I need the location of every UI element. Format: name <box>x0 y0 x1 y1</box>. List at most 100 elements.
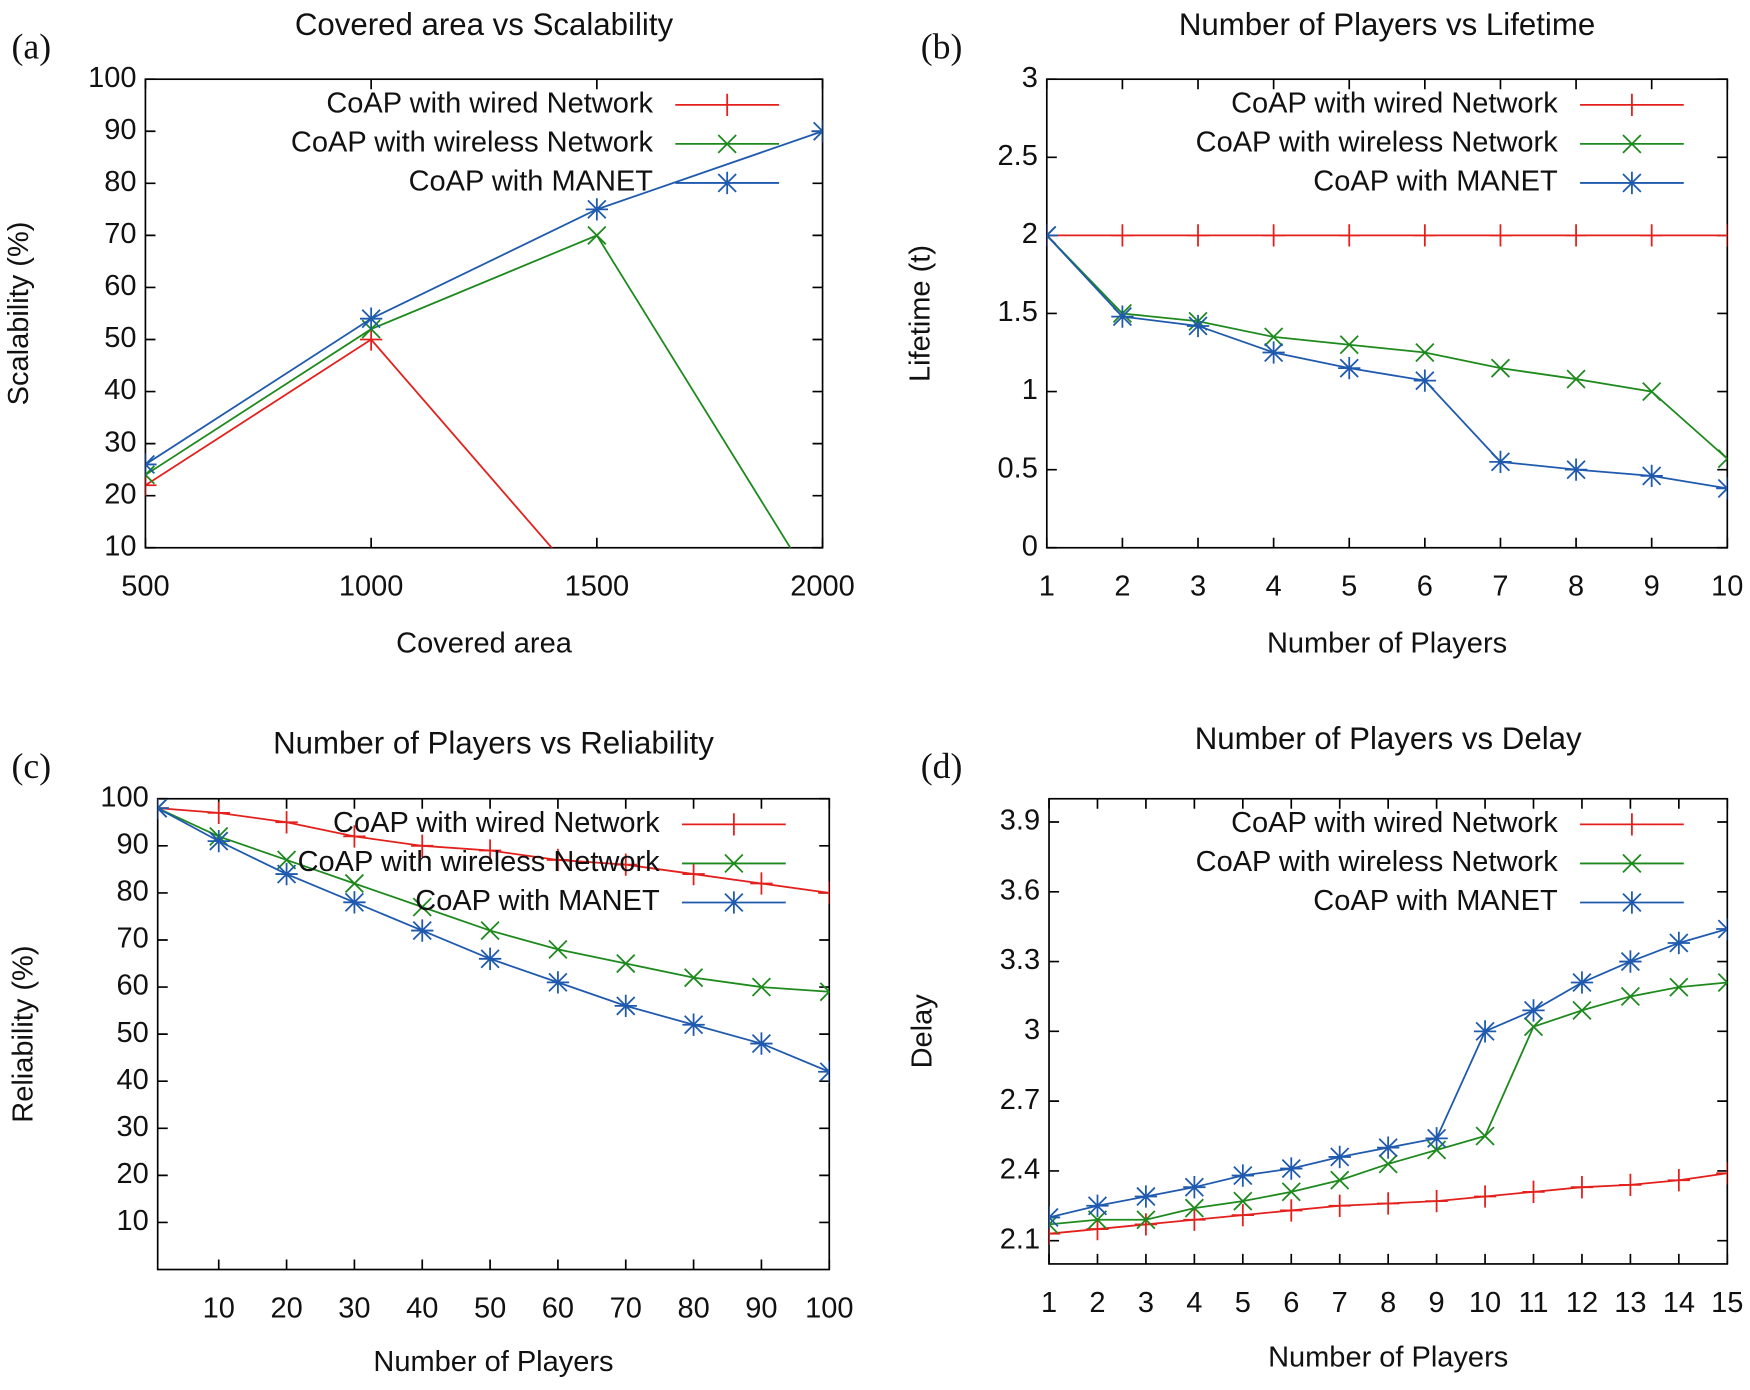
legend-swatch <box>682 853 786 874</box>
x-tick-label: 7 <box>1492 571 1508 603</box>
legend-entry: CoAP with wireless Network <box>1196 127 1684 159</box>
chart-panel: (c) Number of Players vs Reliability Numbe… <box>8 725 854 1377</box>
data-point <box>1377 1192 1400 1215</box>
x-tick-label: 3 <box>1138 1287 1154 1319</box>
legend-entry: CoAP with wireless Network <box>291 127 780 159</box>
data-point <box>1330 1170 1350 1190</box>
x-tick-label: 4 <box>1186 1287 1202 1319</box>
legend-label: CoAP with wireless Network <box>1196 127 1559 159</box>
x-tick-label: 10 <box>1711 571 1743 603</box>
data-point <box>1184 1198 1204 1218</box>
data-point <box>1186 314 1210 338</box>
y-tick-label: 80 <box>104 166 136 198</box>
chart-panel: (a) Covered area vs Scalability Covered ar… <box>3 7 855 659</box>
x-tick-label: 50 <box>474 1292 506 1324</box>
chart-title: Covered area vs Scalability <box>295 7 674 42</box>
data-point <box>1473 1185 1497 1208</box>
y-tick-label: 100 <box>100 781 148 813</box>
series-line <box>145 234 792 548</box>
x-tick-label: 500 <box>121 571 169 603</box>
data-point <box>1522 999 1545 1022</box>
y-tick-label: 90 <box>116 828 148 860</box>
x-tick-label: 1500 <box>565 571 630 603</box>
legend-swatch <box>1580 891 1684 914</box>
data-point <box>412 897 432 917</box>
legend-label: CoAP with wireless Network <box>298 846 661 878</box>
plot-frame <box>144 78 824 549</box>
data-point <box>684 968 704 988</box>
chart-title: Number of Players vs Delay <box>1195 721 1582 756</box>
data-point <box>207 829 230 853</box>
chart-panel: (d) Number of Players vs Delay Number of P… <box>907 721 1744 1373</box>
legend-label: CoAP with wired Network <box>326 88 653 120</box>
data-point <box>1490 358 1511 378</box>
data-point <box>1489 450 1512 474</box>
data-point <box>682 1013 705 1036</box>
y-axis-label: Reliability (%) <box>8 946 40 1123</box>
data-point <box>1046 224 1058 247</box>
panel-label: (d) <box>921 746 963 786</box>
data-point <box>751 977 771 997</box>
data-point <box>1186 224 1210 247</box>
y-tick-label: 1.5 <box>998 296 1038 328</box>
data-point <box>1136 1210 1156 1230</box>
x-axis-label: Number of Players <box>1267 627 1507 659</box>
legend-entry: CoAP with wired Network <box>1231 88 1684 120</box>
y-tick-label: 50 <box>104 322 136 354</box>
data-point <box>411 834 434 857</box>
data-point <box>546 971 570 994</box>
data-point <box>1640 464 1663 488</box>
y-tick-label: 10 <box>116 1205 148 1237</box>
data-point <box>1619 1173 1642 1197</box>
data-point <box>359 328 383 351</box>
x-tick-label: 5 <box>1341 571 1357 603</box>
data-point <box>1566 369 1586 389</box>
y-axis-label: Delay <box>907 994 939 1069</box>
data-point <box>480 921 500 941</box>
x-tick-label: 90 <box>745 1292 777 1324</box>
data-point <box>1134 1185 1158 1208</box>
data-point <box>1231 1164 1254 1187</box>
data-point <box>1338 356 1361 380</box>
data-point <box>1425 1127 1448 1150</box>
x-tick-label: 7 <box>1332 1287 1348 1319</box>
x-tick-label: 12 <box>1566 1287 1598 1319</box>
x-tick-label: 9 <box>1429 1287 1445 1319</box>
y-tick-label: 3.3 <box>1000 944 1040 976</box>
y-tick-label: 2 <box>1022 218 1038 250</box>
x-tick-label: 15 <box>1711 1287 1743 1319</box>
data-point <box>587 225 607 245</box>
x-tick-label: 80 <box>677 1292 709 1324</box>
legend-swatch <box>675 134 780 154</box>
y-axis-label: Scalability (%) <box>3 222 35 406</box>
y-tick-label: 3.9 <box>1000 805 1040 837</box>
data-point <box>359 307 383 330</box>
x-tick-label: 3 <box>1190 571 1206 603</box>
x-tick-label: 4 <box>1266 571 1282 603</box>
data-point <box>811 120 823 143</box>
data-point <box>585 198 609 221</box>
series-line <box>1046 234 1728 460</box>
data-point <box>344 873 364 894</box>
data-point <box>1328 1194 1351 1217</box>
x-tick-label: 2 <box>1089 1287 1105 1319</box>
data-point <box>1475 1126 1495 1146</box>
x-tick-label: 5 <box>1235 1287 1251 1319</box>
legend-entry: CoAP with wireless Network <box>1196 846 1684 878</box>
y-tick-label: 1 <box>1022 374 1038 406</box>
legend-label: CoAP with wired Network <box>1231 88 1558 120</box>
data-point <box>614 853 637 876</box>
legend-swatch <box>682 891 786 914</box>
data-point <box>1111 224 1134 247</box>
data-point <box>819 982 830 1002</box>
data-point <box>1489 224 1512 247</box>
x-tick-label: 2000 <box>790 571 855 603</box>
data-point <box>275 862 298 886</box>
data-point <box>1086 1194 1109 1217</box>
legend-entry: CoAP with wired Network <box>1231 807 1684 839</box>
data-point <box>1377 1136 1400 1159</box>
data-point <box>1522 1180 1545 1203</box>
legend-swatch <box>1580 134 1684 154</box>
legend-label: CoAP with MANET <box>409 166 654 198</box>
